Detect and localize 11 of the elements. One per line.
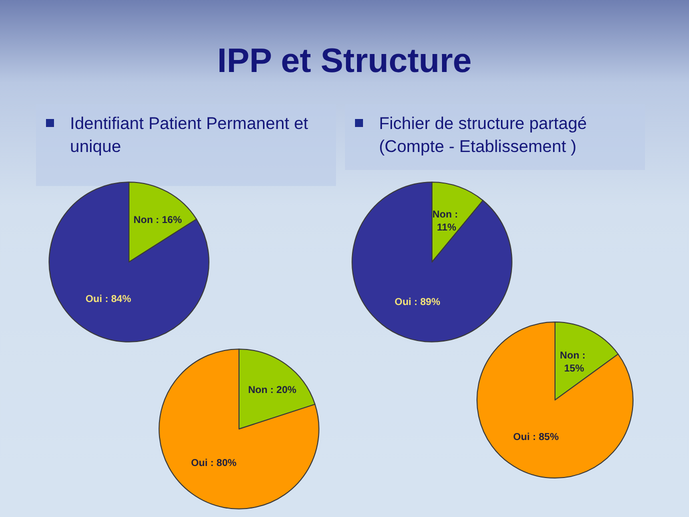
- chart-subtitle: Fichier de structure partagé (Compte - Etablissement ): [379, 113, 588, 158]
- text: IPP et Structure: [216, 42, 473, 81]
- slice-label: Oui : 84%: [86, 294, 132, 306]
- slice-label: Oui : 89%: [394, 296, 440, 308]
- slice-label: Oui : 80%: [190, 458, 237, 470]
- chart-subtitle: Identifiant Patient Permanent et unique: [70, 113, 310, 158]
- slice-label: Non : 11%: [432, 210, 461, 234]
- slice-label: Non : 16%: [134, 214, 182, 226]
- slice-label: Non : 20%: [248, 384, 297, 396]
- slice-label: Non : 15%: [560, 350, 588, 375]
- slice-label: Oui : 85%: [513, 432, 559, 443]
